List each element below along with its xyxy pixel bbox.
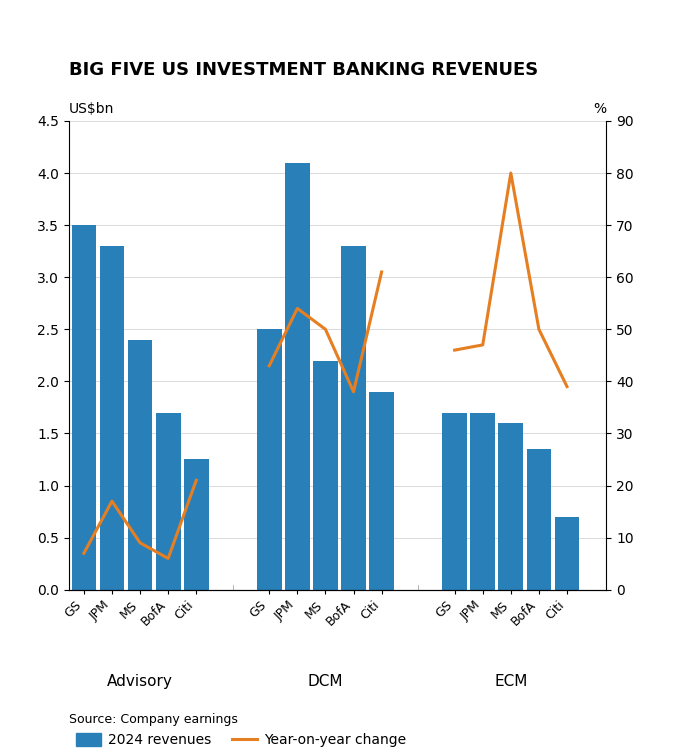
Text: ECM: ECM <box>494 674 528 689</box>
Bar <box>127 339 152 590</box>
Bar <box>72 225 96 590</box>
Bar <box>341 246 366 590</box>
Text: Advisory: Advisory <box>107 674 173 689</box>
Text: Source: Company earnings: Source: Company earnings <box>69 713 238 726</box>
Bar <box>285 163 310 590</box>
Bar <box>313 361 338 590</box>
Bar <box>526 449 551 590</box>
Bar <box>369 392 394 590</box>
Legend: 2024 revenues, Year-on-year change: 2024 revenues, Year-on-year change <box>70 728 412 753</box>
Bar <box>442 413 467 590</box>
Text: DCM: DCM <box>308 674 343 689</box>
Bar <box>555 517 579 590</box>
Bar <box>498 423 523 590</box>
Text: %: % <box>593 102 606 116</box>
Bar <box>100 246 124 590</box>
Text: BIG FIVE US INVESTMENT BANKING REVENUES: BIG FIVE US INVESTMENT BANKING REVENUES <box>69 61 538 79</box>
Bar <box>156 413 181 590</box>
Text: US$bn: US$bn <box>69 102 114 116</box>
Bar <box>257 330 282 590</box>
Bar <box>471 413 495 590</box>
Bar <box>184 460 209 590</box>
